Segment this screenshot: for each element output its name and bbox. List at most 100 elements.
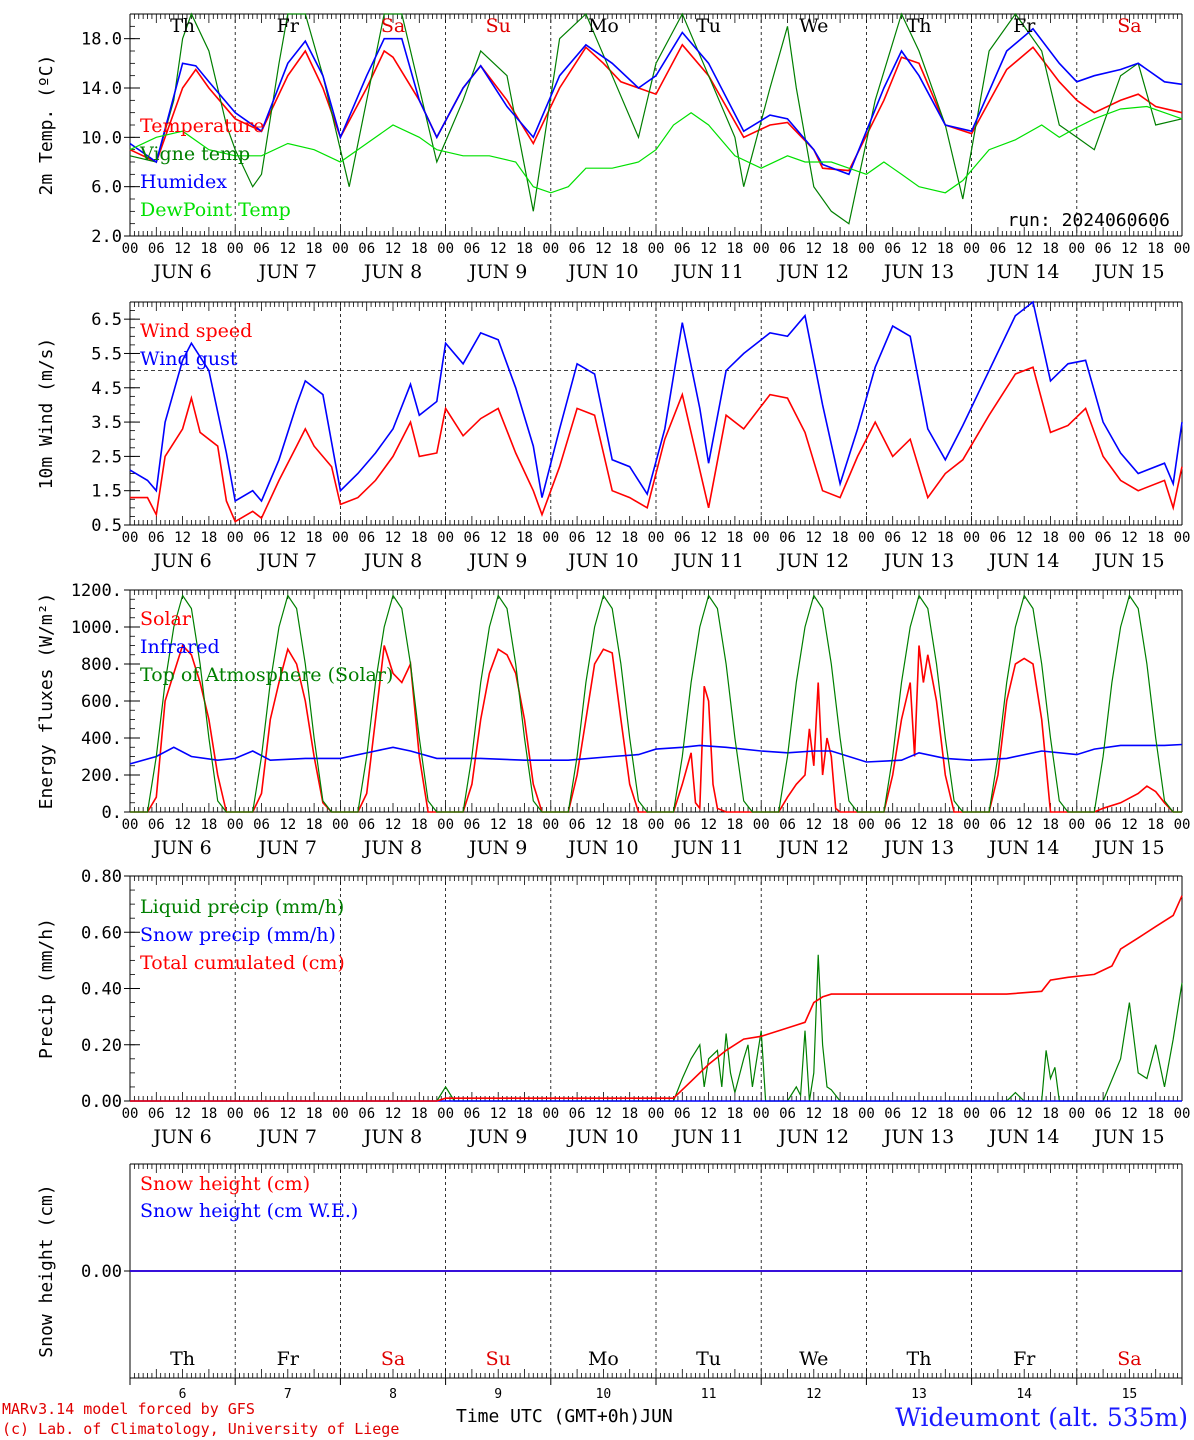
- hour-tick-label: 00: [542, 530, 559, 546]
- day-label: JUN 12: [777, 837, 849, 859]
- hour-tick-label: 12: [595, 241, 612, 257]
- day-label: JUN 11: [671, 1126, 743, 1148]
- day-number-label: 14: [1016, 1387, 1032, 1402]
- day-label: JUN 11: [671, 550, 743, 572]
- lab-credit: (c) Lab. of Climatology, University of L…: [2, 1420, 400, 1438]
- legend-vigne-temp: Vigne temp: [139, 143, 250, 165]
- y-tick-label: 6.5: [91, 310, 122, 330]
- hour-tick-label: 00: [437, 530, 454, 546]
- hour-tick-label: 12: [700, 817, 717, 833]
- y-tick-label: 0.80: [81, 867, 122, 887]
- hour-tick-label: 00: [122, 241, 139, 257]
- y-tick-label: 0.: [102, 803, 122, 823]
- weekday-label-top: Th: [170, 15, 195, 37]
- hour-tick-label: 18: [1147, 530, 1164, 546]
- y-tick-label: 3.5: [91, 413, 122, 433]
- y-tick-label: 0.40: [81, 980, 122, 1000]
- y-tick-label: 0.5: [91, 516, 122, 536]
- hour-tick-label: 12: [805, 817, 822, 833]
- hour-tick-label: 18: [200, 817, 217, 833]
- y-tick-label: 2.0: [91, 227, 122, 247]
- hour-tick-label: 12: [490, 1106, 507, 1122]
- hour-tick-label: 12: [911, 241, 928, 257]
- run-label: run: 2024060606: [1007, 210, 1170, 231]
- hour-tick-label: 18: [1042, 530, 1059, 546]
- hour-tick-label: 06: [674, 817, 691, 833]
- hour-tick-label: 06: [674, 241, 691, 257]
- y-tick-label: 5.5: [91, 344, 122, 364]
- hour-tick-label: 06: [463, 817, 480, 833]
- hour-tick-label: 18: [1042, 241, 1059, 257]
- hour-tick-label: 12: [1016, 241, 1033, 257]
- day-label: JUN 9: [467, 1126, 527, 1148]
- day-label: JUN 11: [671, 837, 743, 859]
- y-tick-label: 200.: [81, 766, 122, 786]
- weekday-label-bottom: Th: [907, 1348, 932, 1370]
- hour-tick-label: 00: [1068, 241, 1085, 257]
- hour-tick-label: 06: [884, 530, 901, 546]
- hour-tick-label: 12: [490, 530, 507, 546]
- hour-tick-label: 18: [621, 1106, 638, 1122]
- day-label: JUN 12: [777, 261, 849, 283]
- weekday-label-top: Fr: [1013, 15, 1036, 37]
- day-label: JUN 9: [467, 261, 527, 283]
- y-tick-label: 600.: [81, 692, 122, 712]
- y-axis-label: 2m Temp. (ºC): [36, 55, 57, 196]
- hour-tick-label: 00: [858, 817, 875, 833]
- hour-tick-label: 00: [332, 530, 349, 546]
- day-label: JUN 13: [882, 261, 954, 283]
- hour-tick-label: 06: [358, 817, 375, 833]
- hour-tick-label: 06: [253, 530, 270, 546]
- hour-tick-label: 06: [779, 1106, 796, 1122]
- hour-tick-label: 18: [516, 530, 533, 546]
- hour-tick-label: 18: [306, 817, 323, 833]
- hour-tick-label: 18: [306, 1106, 323, 1122]
- hour-tick-label: 18: [937, 1106, 954, 1122]
- day-label: JUN 15: [1092, 261, 1164, 283]
- day-number-label: 8: [389, 1387, 397, 1402]
- hour-tick-label: 00: [753, 817, 770, 833]
- y-tick-label: 0.20: [81, 1036, 122, 1056]
- hour-tick-label: 06: [884, 1106, 901, 1122]
- hour-tick-label: 00: [858, 241, 875, 257]
- hour-tick-label: 06: [779, 241, 796, 257]
- weekday-label-bottom: Th: [170, 1348, 195, 1370]
- day-label: JUN 15: [1092, 1126, 1164, 1148]
- hour-tick-label: 06: [569, 1106, 586, 1122]
- hour-tick-label: 12: [911, 1106, 928, 1122]
- hour-tick-label: 18: [1147, 1106, 1164, 1122]
- y-axis-label: Energy fluxes (W/m²): [36, 593, 57, 810]
- day-label: JUN 15: [1092, 550, 1164, 572]
- day-number-label: 12: [806, 1387, 822, 1402]
- day-label: JUN 12: [777, 1126, 849, 1148]
- month-label: JUN: [640, 1406, 673, 1427]
- hour-tick-label: 12: [805, 241, 822, 257]
- y-tick-label: 14.0: [81, 79, 122, 99]
- hour-tick-label: 00: [963, 241, 980, 257]
- hour-tick-label: 00: [122, 817, 139, 833]
- legend-solar: Solar: [140, 608, 192, 630]
- hour-tick-label: 12: [595, 817, 612, 833]
- day-number-label: 13: [911, 1387, 927, 1402]
- day-label: JUN 13: [882, 837, 954, 859]
- weekday-label-top: Sa: [381, 15, 405, 37]
- hour-tick-label: 18: [726, 241, 743, 257]
- hour-tick-label: 12: [490, 241, 507, 257]
- hour-tick-label: 12: [1121, 817, 1138, 833]
- weekday-label-top: Fr: [277, 15, 300, 37]
- day-label: JUN 12: [777, 550, 849, 572]
- hour-tick-label: 00: [963, 530, 980, 546]
- hour-tick-label: 12: [174, 817, 191, 833]
- hour-tick-label: 06: [779, 817, 796, 833]
- hour-tick-label: 06: [148, 241, 165, 257]
- weekday-label-bottom: Fr: [1013, 1348, 1036, 1370]
- hour-tick-label: 18: [200, 1106, 217, 1122]
- hour-tick-label: 06: [674, 1106, 691, 1122]
- weekday-label-bottom: Sa: [1117, 1348, 1141, 1370]
- hour-tick-label: 12: [174, 1106, 191, 1122]
- day-label: JUN 7: [257, 837, 317, 859]
- hour-tick-label: 00: [1068, 817, 1085, 833]
- hour-tick-label: 06: [253, 817, 270, 833]
- day-number-label: 7: [284, 1387, 292, 1402]
- hour-tick-label: 18: [621, 241, 638, 257]
